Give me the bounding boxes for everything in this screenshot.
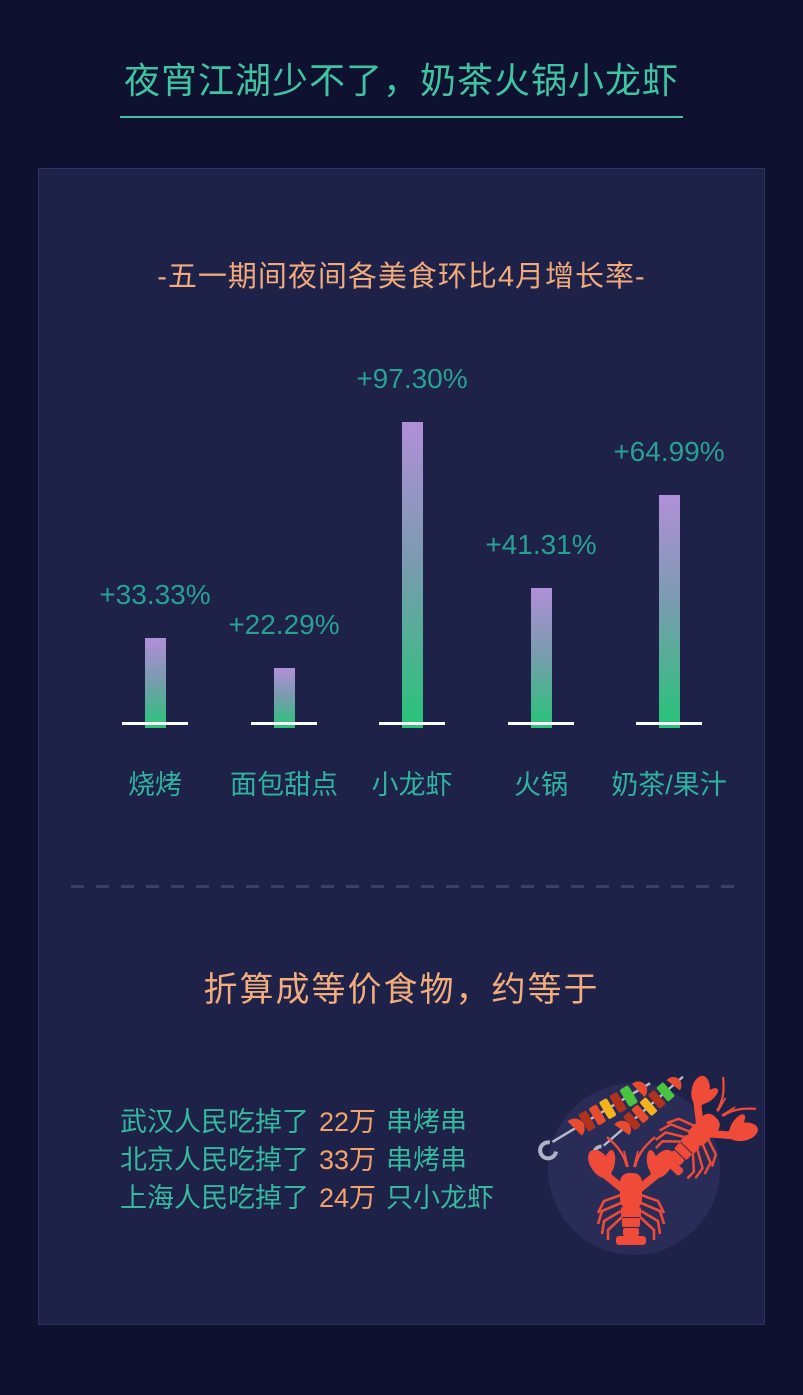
bar-baseline (122, 722, 188, 725)
line-number: 22万 (319, 1107, 377, 1137)
crayfish-skewers-illustration (527, 1056, 776, 1255)
bar (144, 638, 166, 728)
bar-value-label: +41.31% (485, 529, 597, 560)
line-prefix: 北京人民吃掉了 (120, 1145, 309, 1175)
bar-value-label: +64.99% (613, 436, 725, 467)
line-suffix: 串烤串 (386, 1145, 468, 1175)
bar-category-label: 火锅 (514, 770, 568, 800)
infographic-panel: -五一期间夜间各美食环比4月增长率- +33.33% 烧烤 +22.29% 面包甜点 +… (38, 168, 765, 1325)
bar-baseline (508, 722, 574, 725)
bar-chart: +33.33% 烧烤 +22.29% 面包甜点 +97.30% 小龙虾 +41.31% 火锅 +… (39, 169, 764, 809)
page-title: 夜宵江湖少不了，奶茶火锅小龙虾 (119, 52, 683, 118)
bar-category-label: 小龙虾 (371, 770, 453, 800)
bar-baseline (636, 722, 702, 725)
chart-title: -五一期间夜间各美食环比4月增长率- (157, 261, 646, 293)
line-prefix: 上海人民吃掉了 (120, 1183, 309, 1213)
equivalents-line: 上海人民吃掉了 24万 只小龙虾 (120, 1179, 494, 1217)
bar-category-label: 面包甜点 (230, 770, 338, 800)
bar (273, 668, 295, 728)
equivalents-heading: 折算成等价食物，约等于 (203, 971, 600, 1009)
bar-baseline (379, 722, 445, 725)
bar-category-label: 奶茶/果汁 (611, 770, 727, 800)
bar-value-label: +22.29% (228, 609, 340, 640)
equivalents-line: 北京人民吃掉了 33万 串烤串 (120, 1141, 494, 1179)
line-suffix: 只小龙虾 (386, 1183, 495, 1213)
bar-baseline (251, 722, 317, 725)
equivalents-lines: 武汉人民吃掉了 22万 串烤串 北京人民吃掉了 33万 串烤串 上海人民吃掉了 24万 只小龙虾 (120, 1103, 494, 1217)
bar-value-label: +33.33% (99, 579, 211, 610)
dashed-divider (71, 885, 741, 888)
line-suffix: 串烤串 (386, 1107, 468, 1137)
line-prefix: 武汉人民吃掉了 (120, 1107, 309, 1137)
bar-value-label: +97.30% (356, 363, 468, 394)
bar (658, 495, 680, 728)
bar (401, 422, 423, 728)
bar-category-label: 烧烤 (128, 770, 182, 800)
equivalents-line: 武汉人民吃掉了 22万 串烤串 (120, 1103, 494, 1141)
line-number: 24万 (319, 1183, 377, 1213)
line-number: 33万 (319, 1145, 377, 1175)
page-header: 夜宵江湖少不了，奶茶火锅小龙虾 (0, 52, 803, 118)
bar (530, 588, 552, 728)
